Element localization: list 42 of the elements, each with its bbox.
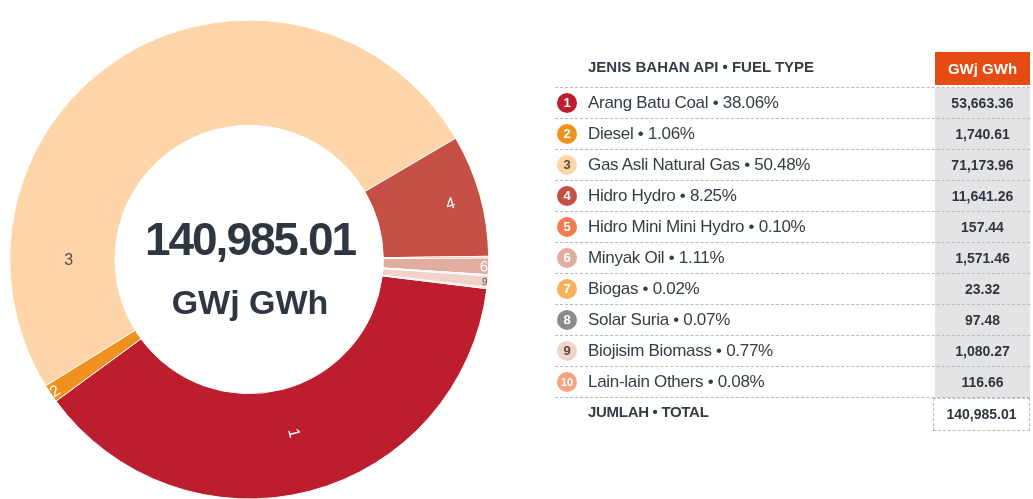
legend-label: Gas Asli Natural Gas • 50.48% [588, 155, 811, 175]
legend-label: Minyak Oil • 1.11% [588, 248, 725, 268]
text: 10 [560, 376, 574, 388]
data-label: 116.66 [935, 367, 1030, 398]
text: 7 [563, 281, 571, 296]
text: 140,985.01 [946, 406, 1017, 422]
text: 4 [443, 193, 457, 213]
data-label: 23.32 [935, 274, 1030, 305]
legend-title: JENIS BAHAN API • FUEL TYPE [588, 58, 815, 75]
text: 4 [563, 188, 571, 203]
data-label: 71,173.96 [935, 150, 1030, 181]
data-label: 1,740.61 [935, 119, 1030, 150]
legend-label: Diesel • 1.06% [588, 124, 695, 144]
text: 3 [64, 251, 74, 268]
legend-label: Arang Batu Coal • 38.06% [588, 93, 779, 113]
text: 8 [563, 312, 571, 327]
text: GWj GWh [170, 283, 330, 322]
text: 5 [563, 219, 571, 234]
text: 3 [563, 157, 571, 172]
text: 140,985.01 [144, 213, 356, 265]
text: 9 [481, 275, 488, 288]
data-label: 11,641.26 [935, 181, 1030, 212]
data-label: 1,571.46 [935, 243, 1030, 274]
legend-label: Lain-lain Others • 0.08% [588, 372, 765, 392]
legend-label: Hidro Hydro • 8.25% [588, 186, 737, 206]
data-label: 1,080.27 [935, 336, 1030, 367]
data-label: 53,663.36 [935, 88, 1030, 119]
text: 2 [46, 381, 64, 401]
legend-label: Hidro Mini Mini Hydro • 0.10% [588, 217, 806, 237]
text: 2 [563, 126, 571, 141]
text: 6 [563, 250, 571, 265]
text: 1 [285, 426, 304, 440]
text: 9 [563, 343, 571, 358]
data-label: 157.44 [935, 212, 1030, 243]
text: JUMLAH • TOTAL [588, 403, 709, 420]
legend-label: Biojisim Biomass • 0.77% [588, 341, 773, 361]
legend-label: Biogas • 0.02% [588, 279, 700, 299]
text: 1 [563, 95, 571, 110]
legend-label: Solar Suria • 0.07% [588, 310, 730, 330]
data-label: 97.48 [935, 305, 1030, 336]
text: GWj GWh [947, 60, 1018, 77]
text: 6 [479, 258, 489, 275]
